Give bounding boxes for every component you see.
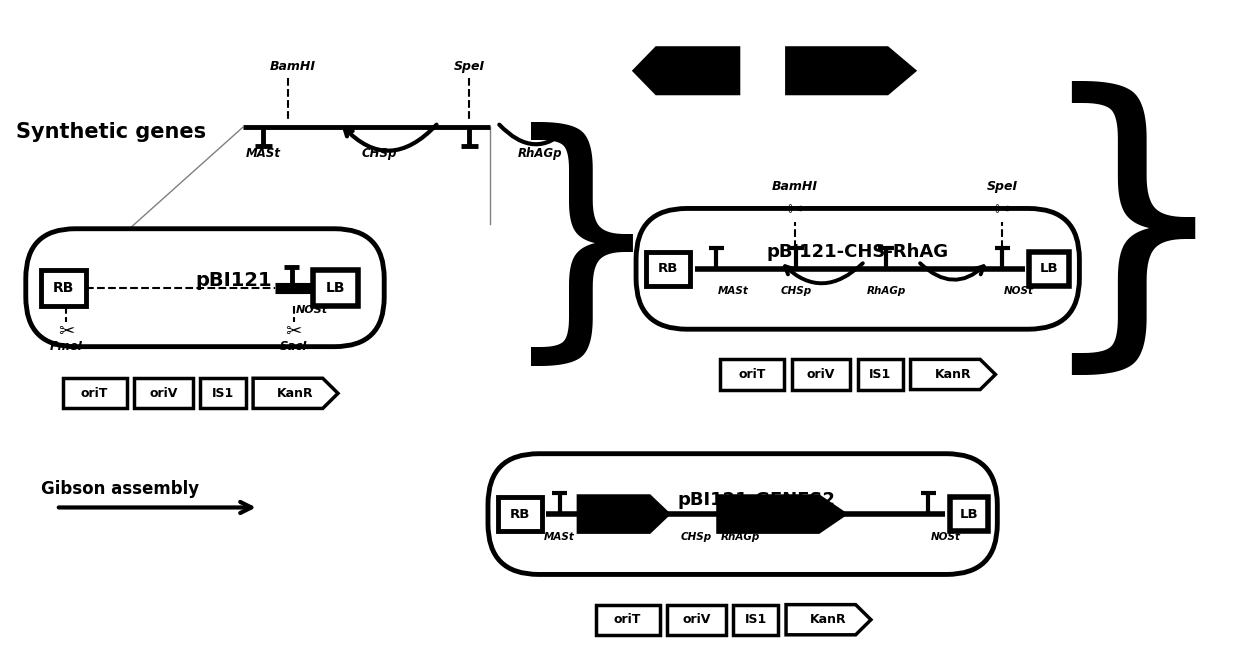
FancyArrowPatch shape	[594, 507, 647, 522]
FancyArrowPatch shape	[345, 124, 436, 151]
Text: MASt: MASt	[718, 287, 749, 297]
Polygon shape	[717, 494, 848, 534]
Text: LB: LB	[325, 281, 345, 295]
FancyBboxPatch shape	[489, 454, 997, 575]
Text: ✂: ✂	[285, 322, 301, 340]
Text: SpeI: SpeI	[987, 180, 1018, 194]
FancyArrowPatch shape	[920, 263, 983, 280]
FancyArrowPatch shape	[785, 263, 863, 283]
Text: pBI121-CHS-RhAG: pBI121-CHS-RhAG	[766, 243, 949, 261]
Polygon shape	[577, 494, 671, 534]
Polygon shape	[910, 359, 996, 390]
Text: KanR: KanR	[935, 368, 971, 381]
Text: oriV: oriV	[682, 613, 711, 626]
Polygon shape	[785, 47, 918, 95]
Text: }: }	[1032, 81, 1235, 390]
Text: SacI: SacI	[280, 340, 308, 352]
Text: RB: RB	[658, 262, 678, 275]
Text: CHSp: CHSp	[781, 287, 812, 297]
Text: oriT: oriT	[81, 387, 108, 400]
Bar	[312, 270, 358, 306]
Text: Synthetic genes: Synthetic genes	[16, 122, 206, 142]
Polygon shape	[786, 604, 870, 635]
Bar	[1029, 252, 1069, 286]
Bar	[498, 497, 542, 531]
Text: pBI121-GENES2: pBI121-GENES2	[678, 491, 836, 509]
Text: IS1: IS1	[745, 613, 768, 626]
Text: NOSt: NOSt	[1004, 287, 1034, 297]
Bar	[201, 378, 246, 408]
Text: CHSp: CHSp	[681, 532, 712, 542]
Bar	[791, 359, 851, 390]
Text: KanR: KanR	[278, 387, 314, 400]
Text: LB: LB	[960, 507, 978, 521]
Text: pBI121: pBI121	[195, 271, 272, 290]
Text: Gibson assembly: Gibson assembly	[41, 479, 200, 497]
Text: }: }	[498, 122, 666, 378]
Bar	[720, 359, 784, 390]
Text: BamHI: BamHI	[771, 180, 817, 194]
Bar	[667, 604, 725, 635]
Text: ✂: ✂	[994, 201, 1009, 219]
Text: oriT: oriT	[738, 368, 766, 381]
FancyArrowPatch shape	[500, 124, 568, 144]
Bar	[646, 252, 689, 286]
Text: CHSp: CHSp	[362, 147, 397, 160]
Text: oriV: oriV	[807, 368, 835, 381]
Text: MASt: MASt	[246, 147, 281, 160]
Bar	[134, 378, 192, 408]
Text: oriV: oriV	[149, 387, 177, 400]
Text: KanR: KanR	[810, 613, 847, 626]
Text: ✂: ✂	[58, 322, 74, 340]
Text: BamHI: BamHI	[270, 60, 316, 72]
Text: oriT: oriT	[614, 613, 641, 626]
Text: SpeI: SpeI	[454, 60, 485, 72]
Text: NOSt: NOSt	[295, 305, 327, 315]
Bar	[41, 270, 86, 306]
Text: RhAGp: RhAGp	[867, 287, 905, 297]
FancyBboxPatch shape	[26, 229, 384, 346]
Text: RB: RB	[53, 281, 74, 295]
Text: PmeI: PmeI	[50, 340, 83, 352]
Bar	[858, 359, 903, 390]
Text: IS1: IS1	[869, 368, 892, 381]
FancyArrowPatch shape	[744, 507, 789, 520]
Bar	[950, 497, 988, 531]
Text: RhAGp: RhAGp	[720, 532, 760, 542]
FancyBboxPatch shape	[636, 208, 1079, 329]
Text: IS1: IS1	[212, 387, 234, 400]
Bar	[62, 378, 126, 408]
Bar	[733, 604, 779, 635]
Polygon shape	[632, 47, 740, 95]
Text: RB: RB	[510, 507, 531, 521]
Text: NOSt: NOSt	[930, 532, 960, 542]
Polygon shape	[253, 378, 339, 408]
Text: LB: LB	[1040, 262, 1059, 275]
Text: MASt: MASt	[544, 532, 575, 542]
Text: ✂: ✂	[787, 201, 802, 219]
Bar	[595, 604, 660, 635]
Text: RhAGp: RhAGp	[517, 147, 562, 160]
